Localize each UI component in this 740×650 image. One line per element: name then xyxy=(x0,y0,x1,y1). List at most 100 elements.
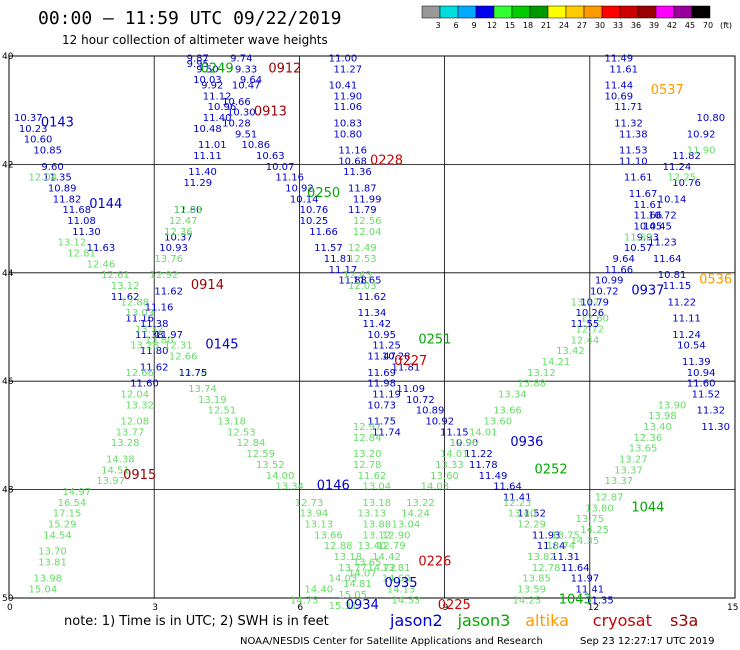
colorbar-swatch xyxy=(691,5,711,19)
swh-value: 12.92 xyxy=(150,270,179,281)
swh-value: 15.04 xyxy=(29,585,58,596)
swh-value: 12.49 xyxy=(348,243,377,254)
swh-value: 13.52 xyxy=(256,460,285,471)
swh-value: 9.64 xyxy=(240,75,262,86)
swh-value: 13.65 xyxy=(629,444,658,455)
swh-value: 13.80 xyxy=(145,335,174,346)
swh-value: 11.32 xyxy=(614,118,643,129)
colorbar-label: 45 xyxy=(685,21,695,30)
swh-value: 11.35 xyxy=(43,173,72,184)
y-tick-labels: 40 42 44 46 48 50 xyxy=(2,52,14,604)
colorbar-label: 18 xyxy=(523,21,533,30)
swh-value: 11.52 xyxy=(692,389,721,400)
legend: jason2 jason3 altika cryosat s3a xyxy=(389,611,698,630)
swh-value: 12.97 xyxy=(353,422,382,433)
swh-value: 14.25 xyxy=(513,595,542,606)
swh-value: 13.18 xyxy=(363,498,392,509)
colorbar-label: 39 xyxy=(649,21,659,30)
swh-value: 11.69 xyxy=(367,368,396,379)
colorbar-swatch xyxy=(475,5,495,19)
swh-value: 11.50 xyxy=(624,232,653,243)
swh-value: 14.03 xyxy=(421,482,450,493)
swh-value: 13.74 xyxy=(188,384,217,395)
swh-value: 13.70 xyxy=(38,547,67,558)
swh-value: 13.66 xyxy=(493,406,522,417)
swh-value: 10.63 xyxy=(256,151,285,162)
legend-cryosat: cryosat xyxy=(593,611,652,630)
swh-value: 12.66 xyxy=(125,368,154,379)
swh-value: 11.16 xyxy=(145,303,174,314)
colorbar-label: 21 xyxy=(541,21,551,30)
y-tick-label: 50 xyxy=(2,594,14,604)
swh-value: 13.34 xyxy=(498,389,527,400)
swh-value: 9.33 xyxy=(235,64,257,75)
swh-value: 10.30 xyxy=(227,108,256,119)
swh-value: 13.03 xyxy=(125,308,154,319)
swh-value: 11.41 xyxy=(575,585,604,596)
swh-value: 13.77 xyxy=(116,427,145,438)
swh-value: 12.46 xyxy=(87,259,116,270)
swh-value: 14.72 xyxy=(367,563,396,574)
swh-value: 10.25 xyxy=(300,216,329,227)
swh-value: 10.66 xyxy=(222,97,251,108)
chart-title: 00:00 — 11:59 UTC 09/22/2019 xyxy=(38,8,341,29)
colorbar-label: 36 xyxy=(631,21,641,30)
swh-value: 12.56 xyxy=(353,216,382,227)
track-label: 0249 xyxy=(201,61,234,76)
swh-value: 13.13 xyxy=(358,509,387,520)
swh-value: 13.33 xyxy=(435,460,464,471)
swh-value: 10.90 xyxy=(450,438,479,449)
swh-value: 11.90 xyxy=(687,146,716,157)
swh-value: 13.22 xyxy=(406,498,435,509)
swh-value: 12.53 xyxy=(348,254,377,265)
swh-value: 11.06 xyxy=(333,102,362,113)
x-tick-label: 15 xyxy=(727,603,738,613)
swh-value: 13.81 xyxy=(382,563,411,574)
swh-value: 12.96 xyxy=(450,438,479,449)
swh-value: 14.25 xyxy=(580,525,609,536)
colorbar-swatch xyxy=(529,5,549,19)
colorbar: 3 6 9 12 15 18 21 24 27 30 33 36 39 42 45 70 (ft) xyxy=(421,5,732,30)
swh-value: 13.40 xyxy=(643,422,672,433)
track-label: 0227 xyxy=(394,354,427,369)
swh-value: 11.11 xyxy=(672,314,701,325)
swh-value: 14.75 xyxy=(290,595,319,606)
swh-value: 11.38 xyxy=(140,319,169,330)
swh-value: 12.78 xyxy=(532,563,561,574)
swh-value: 11.22 xyxy=(464,449,493,460)
y-tick-label: 40 xyxy=(2,52,14,62)
swh-value: 11.62 xyxy=(140,362,169,373)
swh-value: 11.74 xyxy=(372,427,401,438)
swh-value: 12.78 xyxy=(353,460,382,471)
swh-value: 13.66 xyxy=(314,530,343,541)
swh-value: 13.94 xyxy=(300,509,329,520)
swh-value: 14.40 xyxy=(304,585,333,596)
swh-value: 11.61 xyxy=(609,64,638,75)
track-label: 0250 xyxy=(307,186,340,201)
swh-value: 11.82 xyxy=(672,151,701,162)
swh-value: 15.05 xyxy=(338,590,367,601)
track-label: 0912 xyxy=(268,61,301,76)
swh-value: 9.87 xyxy=(187,53,209,64)
swh-value: 11.62 xyxy=(358,292,387,303)
colorbar-swatch xyxy=(439,5,459,19)
swh-value: 11.40 xyxy=(203,113,232,124)
colorbar-swatch xyxy=(583,5,603,19)
track-labels: 0143 0144 0914 0145 0915 0249 0912 0913 0250 0228… xyxy=(41,61,732,613)
swh-value: 13.97 xyxy=(96,476,125,487)
observation-labels: 10.3710.2310.6010.859.6011.3510.8911.821… xyxy=(14,53,730,611)
swh-value: 10.80 xyxy=(333,129,362,140)
swh-value: 11.67 xyxy=(629,189,658,200)
swh-value: 11.61 xyxy=(624,173,653,184)
swh-value: 9.92 xyxy=(201,81,223,92)
swh-value: 13.19 xyxy=(198,395,227,406)
swh-value: 11.22 xyxy=(667,297,696,308)
swh-value: 11.38 xyxy=(619,129,648,140)
swh-value: 11.62 xyxy=(111,292,140,303)
swh-value: 12.03 xyxy=(348,281,377,292)
swh-value: 10.60 xyxy=(24,135,53,146)
y-tick-label: 48 xyxy=(2,486,14,496)
swh-value: 11.65 xyxy=(353,276,382,287)
colorbar-label: 30 xyxy=(595,21,605,30)
swh-value: 17.15 xyxy=(53,509,82,520)
